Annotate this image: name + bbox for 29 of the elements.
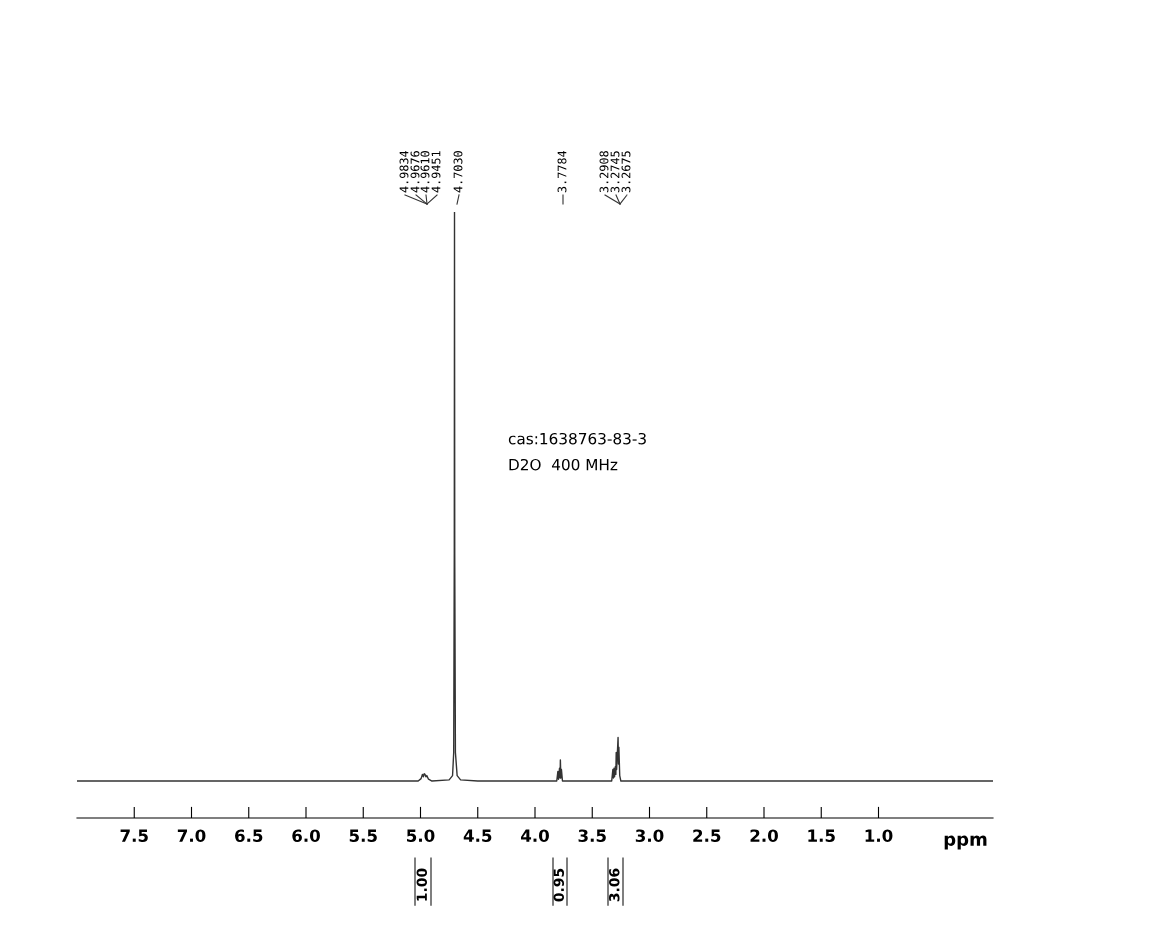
x-tick-label: 2.0 — [750, 829, 778, 843]
text: 3.2908 — [599, 151, 609, 193]
text: 3.2745 — [610, 151, 620, 193]
text: 0.95 — [553, 868, 565, 902]
x-tick-label: 1.0 — [865, 829, 893, 843]
text: 4.9451 — [431, 151, 441, 193]
text: 4.9834 — [399, 150, 409, 193]
text: 4.7030 — [453, 151, 463, 193]
x-tick-label: 6.0 — [292, 829, 320, 843]
text: 3.06 — [609, 868, 620, 902]
x-tick-label: 7.5 — [120, 829, 148, 843]
x-tick-label: 2.5 — [693, 829, 721, 843]
annotation: D2O 400 MHz — [509, 458, 618, 471]
x-tick-label: 7.0 — [177, 829, 206, 843]
x-tick-label: 3.5 — [578, 829, 606, 843]
x-axis-title: ppm — [944, 835, 987, 850]
text: 4.9610 — [420, 151, 430, 193]
x-tick-label: 4.5 — [463, 829, 492, 843]
x-tick-label: 4.0 — [520, 829, 549, 843]
text: 4.9676 — [410, 151, 420, 193]
x-tick-label: 1.5 — [808, 829, 835, 843]
annotation: cas:1638763-83-3 — [508, 432, 646, 445]
x-tick-label: 3.0 — [635, 829, 664, 843]
text: 3.2675 — [621, 151, 631, 193]
x-tick-label: 6.5 — [235, 829, 263, 843]
x-tick-label: 5.5 — [349, 829, 377, 843]
text: 1.00 — [416, 868, 428, 901]
text: 3.7784 — [557, 150, 567, 193]
x-tick-label: 5.0 — [407, 829, 435, 843]
